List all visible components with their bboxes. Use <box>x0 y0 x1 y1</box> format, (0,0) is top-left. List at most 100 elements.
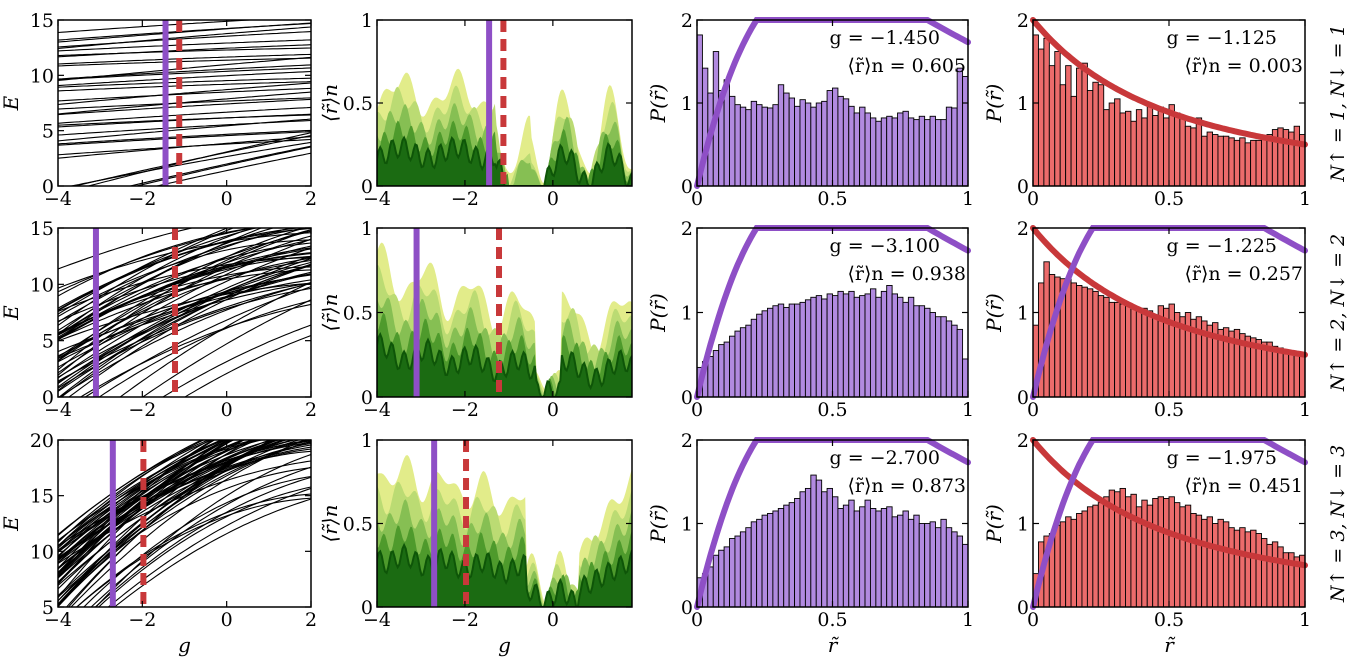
histogram-bar <box>712 350 720 398</box>
panel-hist-integrable-row1: g = −1.125 ⟨r̃⟩n = 0.003 0 0.5 1 0 1 2 P(r̃) <box>982 10 1311 210</box>
histogram-bar <box>826 90 833 187</box>
energy-level-line <box>161 324 311 397</box>
y-axis-label: ⟨r̃⟩n <box>318 293 342 331</box>
energy-level-line <box>58 228 235 326</box>
histogram-bar <box>951 107 958 187</box>
histogram-bar <box>891 293 898 398</box>
energy-level-line <box>58 239 311 317</box>
histogram-bar <box>880 290 888 398</box>
energy-level-line <box>58 440 233 541</box>
histogram-bar <box>1179 114 1186 187</box>
histogram-bar <box>1119 303 1126 398</box>
y-axis-label: P(r̃) <box>982 504 1006 544</box>
histogram-bar <box>924 119 931 187</box>
histogram-bar <box>1114 301 1121 398</box>
histogram-bar <box>1146 310 1154 398</box>
panel-hist-integrable-row2: g = −1.225 ⟨r̃⟩n = 0.257 0 0.5 1 0 1 2 P(r̃) <box>982 218 1311 421</box>
histogram-bar <box>1130 307 1137 398</box>
energy-level-line <box>58 271 311 383</box>
histogram-bar <box>897 514 904 608</box>
histogram-bar <box>945 106 953 187</box>
energy-level-line <box>58 228 256 297</box>
y-tick-label: 0.5 <box>343 514 373 536</box>
histogram-bar <box>837 508 844 608</box>
y-tick-label: 2 <box>1017 10 1029 32</box>
histogram-bar <box>907 117 915 187</box>
x-axis-label: g <box>498 633 511 657</box>
y-tick-label: 10 <box>30 541 54 563</box>
histogram-bar <box>951 324 958 398</box>
energy-level-line <box>58 81 311 92</box>
histogram-bar <box>918 523 926 608</box>
histogram-bar <box>1097 295 1105 398</box>
energy-level-line <box>58 259 311 340</box>
x-tick-label: 0 <box>547 188 559 210</box>
energy-level-line <box>79 303 311 397</box>
energy-level-line <box>58 255 311 384</box>
y-tick-label: 0 <box>1017 176 1029 198</box>
y-tick-label: 1 <box>361 218 373 240</box>
x-tick-label: −2 <box>128 399 156 421</box>
y-tick-label: 10 <box>30 274 54 296</box>
y-tick-label: 1 <box>1017 514 1029 536</box>
histogram-bar <box>918 305 926 398</box>
panel-hist-integrable-row3: g = −1.975 ⟨r̃⟩n = 0.451 0 0.5 1 0 1 2 P(r̃) r̃ <box>982 430 1311 657</box>
histogram-bar <box>826 487 833 608</box>
histogram-bar <box>1081 286 1088 398</box>
histogram-bar <box>794 105 801 187</box>
x-tick-label: 0 <box>221 188 233 210</box>
histogram-bar <box>1277 546 1284 608</box>
energy-level-line <box>58 247 311 379</box>
x-tick-label: 0 <box>221 399 233 421</box>
x-tick-label: 0 <box>691 188 703 210</box>
energy-level-line <box>58 228 263 336</box>
g-annotation: g = −1.225 <box>1167 235 1277 257</box>
histogram-bar <box>734 104 741 187</box>
histogram-bar <box>1141 307 1148 398</box>
r-mean-annotation: ⟨r̃⟩n = 0.938 <box>847 263 966 285</box>
histogram-bar <box>1070 95 1077 187</box>
histogram-bar <box>767 513 774 608</box>
y-tick-label: 2 <box>681 10 693 32</box>
histogram-bar <box>869 288 877 398</box>
energy-level-line <box>113 498 311 607</box>
histogram-bar <box>1277 347 1284 398</box>
x-tick-label: 1 <box>962 609 974 631</box>
energy-level-line <box>58 440 253 562</box>
histogram-bar <box>761 514 768 608</box>
y-tick-label: 5 <box>42 121 54 143</box>
histogram-bar <box>945 320 953 398</box>
panel-rmean-row1: −4 −2 0 0 0.5 1 ⟨r̃⟩n <box>318 10 633 210</box>
energy-level-line <box>58 440 203 535</box>
y-tick-label: 20 <box>30 430 54 452</box>
y-tick-label: 1 <box>361 430 373 452</box>
y-axis-label: P(r̃) <box>646 84 670 124</box>
energy-level-line <box>58 257 311 313</box>
histogram-bar <box>804 102 812 187</box>
y-tick-label: 0 <box>42 176 54 198</box>
energy-level-line <box>58 113 311 128</box>
histogram-bar <box>1141 499 1148 608</box>
histogram-bar <box>815 295 823 398</box>
histogram-bar <box>880 117 888 187</box>
x-tick-label: −2 <box>451 609 479 631</box>
energy-level-line <box>58 440 234 578</box>
histogram-bar <box>788 502 796 608</box>
histogram-bar <box>1157 496 1165 608</box>
y-axis-label: P(r̃) <box>646 504 670 544</box>
histogram-bar <box>1282 129 1290 187</box>
x-tick-label: 2 <box>305 609 317 631</box>
histogram-bar <box>935 119 942 187</box>
histogram-bar <box>1244 142 1252 187</box>
x-tick-label: −4 <box>44 609 72 631</box>
histogram-bar <box>712 554 720 608</box>
histogram-bar <box>745 527 752 608</box>
histogram-bar <box>1135 310 1143 398</box>
histogram-bar <box>1092 81 1099 187</box>
histogram-bar <box>1125 110 1132 187</box>
energy-level-line <box>183 334 311 397</box>
histogram-bar <box>756 518 763 608</box>
histogram-bar <box>842 293 850 398</box>
x-tick-label: −4 <box>363 399 391 421</box>
y-tick-label: 5 <box>42 597 54 619</box>
